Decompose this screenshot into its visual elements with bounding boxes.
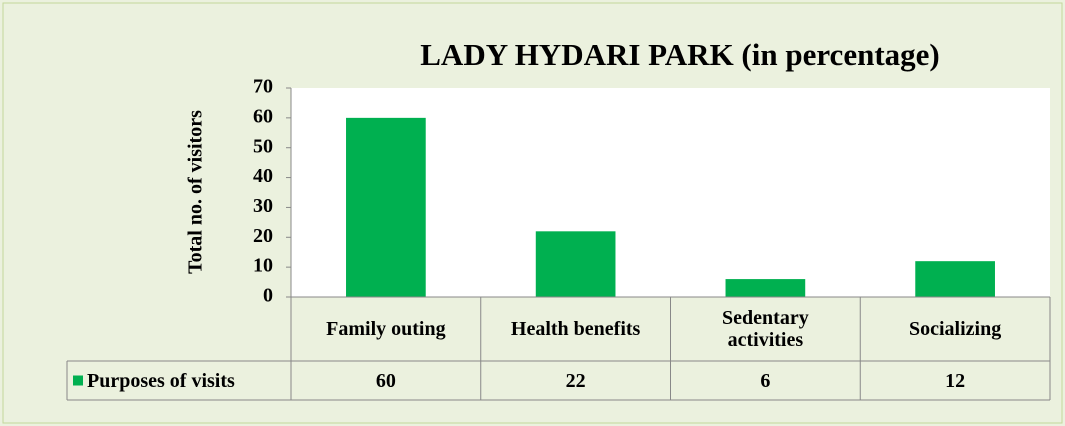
table-value: 60 [375,369,396,392]
bar [346,117,426,297]
category-label: Health benefits [510,318,641,340]
chart-title: LADY HYDARI PARK (in percentage) [420,37,939,72]
y-tick-label: 20 [253,225,273,247]
y-tick-label: 10 [253,255,273,277]
y-tick-label: 50 [253,135,273,157]
table-value: 6 [760,369,771,392]
table-value: 22 [565,369,586,392]
category-label: Socializing [909,318,1002,340]
bar [915,261,995,297]
table-value: 12 [945,369,966,392]
y-tick-label: 60 [253,105,273,127]
category-label: Sedentary activities [722,307,809,351]
y-axis-label: Total no. of visitors [185,110,207,274]
bar [535,231,616,297]
y-tick-label: 40 [253,165,273,187]
y-tick-label: 70 [253,76,273,98]
legend-label: Purposes of visits [87,369,235,392]
y-tick-label: 0 [263,285,273,307]
category-label: Family outing [326,318,446,340]
bar [725,279,806,297]
legend-key [73,375,83,386]
y-tick-label: 30 [253,195,273,217]
